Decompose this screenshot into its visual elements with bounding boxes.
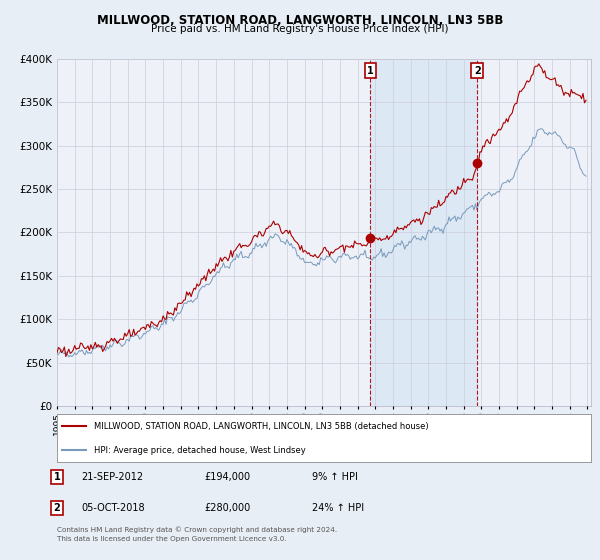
- Text: £194,000: £194,000: [204, 472, 250, 482]
- Bar: [370, 59, 477, 406]
- Text: HPI: Average price, detached house, West Lindsey: HPI: Average price, detached house, West…: [94, 446, 306, 455]
- Text: MILLWOOD, STATION ROAD, LANGWORTH, LINCOLN, LN3 5BB (detached house): MILLWOOD, STATION ROAD, LANGWORTH, LINCO…: [94, 422, 429, 431]
- Text: 1: 1: [53, 472, 61, 482]
- Text: Contains HM Land Registry data © Crown copyright and database right 2024.: Contains HM Land Registry data © Crown c…: [57, 526, 337, 533]
- Text: MILLWOOD, STATION ROAD, LANGWORTH, LINCOLN, LN3 5BB: MILLWOOD, STATION ROAD, LANGWORTH, LINCO…: [97, 14, 503, 27]
- Text: 9% ↑ HPI: 9% ↑ HPI: [312, 472, 358, 482]
- Text: Price paid vs. HM Land Registry's House Price Index (HPI): Price paid vs. HM Land Registry's House …: [151, 24, 449, 34]
- Text: 05-OCT-2018: 05-OCT-2018: [81, 503, 145, 513]
- Text: 2: 2: [53, 503, 61, 513]
- Text: 2: 2: [474, 66, 481, 76]
- Text: 1: 1: [367, 66, 374, 76]
- Text: 24% ↑ HPI: 24% ↑ HPI: [312, 503, 364, 513]
- Text: This data is licensed under the Open Government Licence v3.0.: This data is licensed under the Open Gov…: [57, 536, 287, 542]
- Text: £280,000: £280,000: [204, 503, 250, 513]
- Text: 21-SEP-2012: 21-SEP-2012: [81, 472, 143, 482]
